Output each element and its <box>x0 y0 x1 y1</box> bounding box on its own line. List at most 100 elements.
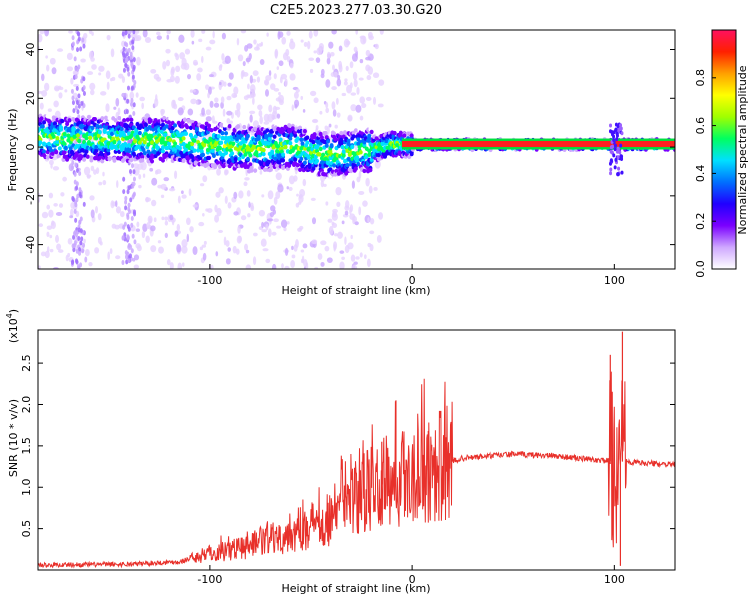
heatmap-cell <box>39 116 44 121</box>
snr-panel: -100 0 100 0.5 1.0 1.5 2.0 2.5 Height of straig… <box>5 309 676 595</box>
heatmap-cell <box>320 68 325 76</box>
heatmap-cell <box>319 168 324 173</box>
snr-ytick-label: 2.0 <box>20 396 33 414</box>
heatmap-cell <box>218 187 224 194</box>
heatmap-cell <box>224 131 229 136</box>
heatmap-cell <box>609 158 613 163</box>
heatmap-cell <box>196 73 202 81</box>
heatmap-cell <box>205 208 209 212</box>
heatmap-cell <box>362 168 367 174</box>
heatmap-cell <box>186 233 190 243</box>
heatmap-cell <box>289 62 294 69</box>
heatmap-cell <box>325 79 331 88</box>
heatmap-cell <box>39 102 44 110</box>
heatmap-cell <box>619 143 623 148</box>
heatmap-cell <box>129 157 134 163</box>
heatmap-cell <box>122 52 126 58</box>
heatmap-cell <box>232 128 237 133</box>
heatmap-cell <box>75 85 79 91</box>
heatmap-cell <box>201 244 207 248</box>
heatmap-cell <box>202 252 207 261</box>
heatmap-cell <box>184 48 191 55</box>
heatmap-cell <box>164 216 168 221</box>
heatmap-cell <box>227 247 232 252</box>
heatmap-cell <box>354 144 358 151</box>
heatmap-cell <box>180 190 184 195</box>
heatmap-cell <box>121 235 125 241</box>
heatmap-ytick-label: 0 <box>24 144 37 151</box>
heatmap-cell <box>284 78 288 87</box>
snr-series-line <box>38 371 675 569</box>
heatmap-cell <box>151 199 157 207</box>
heatmap-cell <box>46 225 53 230</box>
heatmap-cell <box>252 256 257 266</box>
heatmap-cell <box>236 109 241 118</box>
heatmap-cell <box>127 185 131 191</box>
heatmap-cell <box>55 234 60 243</box>
heatmap-cell <box>617 127 621 132</box>
heatmap-cell <box>334 233 338 237</box>
heatmap-frame <box>37 29 676 270</box>
heatmap-cell <box>277 94 285 103</box>
heatmap-cell <box>378 79 385 86</box>
heatmap-cell <box>368 35 374 41</box>
heatmap-cell <box>275 172 282 181</box>
heatmap-cell <box>205 84 210 90</box>
heatmap-cell <box>218 229 224 233</box>
heatmap-cell <box>62 142 67 147</box>
heatmap-cell <box>102 180 107 186</box>
heatmap-cell <box>248 153 253 158</box>
colorbar-tick-label: 0.8 <box>694 69 707 87</box>
heatmap-cell <box>305 135 310 140</box>
snr-xtick-label: -100 <box>197 573 222 586</box>
heatmap-cell <box>366 258 371 268</box>
heatmap-cell <box>199 149 204 154</box>
heatmap-cell <box>40 124 45 129</box>
heatmap-cell <box>70 208 74 218</box>
heatmap-cell <box>71 41 75 47</box>
heatmap-cell <box>133 264 140 269</box>
heatmap-cell <box>111 223 117 229</box>
heatmap-cell <box>286 186 289 190</box>
heatmap-cell <box>261 194 265 198</box>
heatmap-cell <box>192 246 198 256</box>
heatmap-cell <box>324 143 329 148</box>
heatmap-cell <box>128 253 132 259</box>
heatmap-cell <box>259 115 263 125</box>
heatmap-cell <box>62 149 67 155</box>
heatmap-cell <box>209 100 214 108</box>
heatmap-cell <box>98 65 105 72</box>
heatmap-cell <box>147 215 153 224</box>
heatmap-cell <box>286 30 291 36</box>
heatmap-cell <box>95 123 100 129</box>
heatmap-cell <box>276 113 281 119</box>
heatmap-cell <box>166 34 170 40</box>
heatmap-cell <box>72 234 76 240</box>
heatmap-cell <box>140 161 147 171</box>
heatmap-cell <box>289 40 296 50</box>
heatmap-cell <box>293 156 298 162</box>
heatmap-cell <box>186 118 191 123</box>
snr-ytick-label: 1.5 <box>20 437 33 455</box>
heatmap-cell <box>74 217 78 223</box>
heatmap-cell <box>41 90 48 97</box>
heatmap-cell <box>231 141 236 146</box>
heatmap-cell <box>59 127 64 132</box>
heatmap-cell <box>68 30 73 34</box>
heatmap-cell <box>100 116 105 121</box>
heatmap-cell <box>350 92 357 96</box>
heatmap-cell <box>294 166 299 171</box>
heatmap-cell <box>612 138 616 143</box>
heatmap-cell <box>311 139 316 145</box>
heatmap-cell <box>336 201 341 208</box>
heatmap-cell <box>333 136 338 142</box>
heatmap-cell <box>145 197 151 202</box>
heatmap-cell <box>140 154 145 159</box>
heatmap-cell <box>165 59 171 67</box>
heatmap-cell <box>354 221 359 226</box>
heatmap-cell <box>331 86 337 91</box>
heatmap-cell <box>191 40 195 45</box>
heatmap-cell <box>189 226 194 233</box>
heatmap-cell <box>42 149 47 154</box>
heatmap-cell <box>612 153 616 158</box>
